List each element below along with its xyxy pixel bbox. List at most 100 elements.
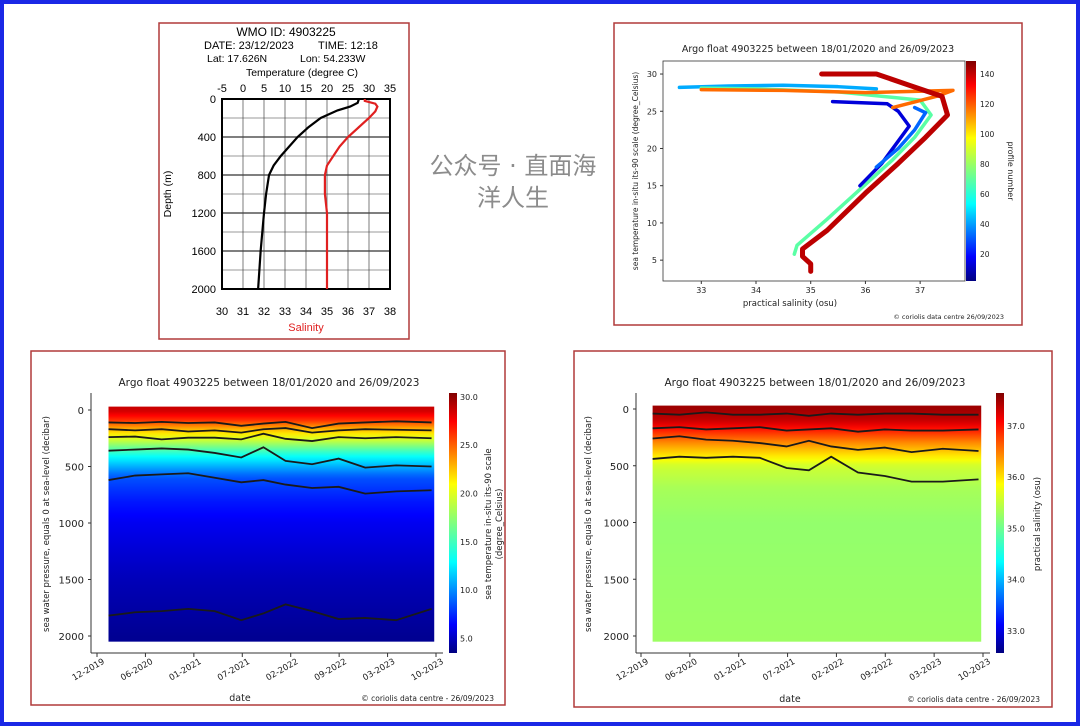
y-tick-label: 20	[647, 144, 657, 153]
contour-line-5	[108, 603, 432, 622]
y-tick-label: 10	[647, 219, 657, 228]
colorbar-tick-label: 34.0	[1007, 576, 1025, 585]
ts-credit: © coriolis data centre 26/09/2023	[893, 313, 1004, 321]
salinity-tick-label: 34	[300, 306, 312, 318]
contour-line-37.2	[652, 411, 979, 417]
x-tick-label: 33	[696, 286, 706, 295]
panel-frame	[158, 22, 410, 340]
plot-frame	[662, 60, 966, 282]
salinity-tick-label: 30	[216, 306, 228, 318]
salinity-tick-label: 37	[363, 306, 375, 318]
colorbar-tick-label: 33.0	[1007, 627, 1025, 636]
y-tick-label: 5	[652, 256, 657, 265]
y-tick-label: 500	[610, 462, 629, 473]
depth-tick-label: 2000	[192, 284, 216, 296]
contour-line-36.3	[652, 435, 979, 454]
y-tick-label: 2000	[59, 632, 84, 643]
temperature-section-panel: Argo float 4903225 between 18/01/2020 an…	[30, 350, 506, 706]
heatmap-field	[108, 406, 435, 642]
temp-tick-label: 10	[279, 83, 291, 95]
y-tick-label: 1500	[59, 576, 84, 587]
colorbar-tick-label: 36.0	[1007, 473, 1025, 482]
colorbar-tick-label: 80	[980, 160, 990, 169]
temp-colorbar-label: sea temperature in-situ its-90 scale	[484, 448, 494, 599]
temp-tick-label: 30	[363, 83, 375, 95]
salinity-profile-line	[323, 99, 379, 289]
salinity-section-panel: Argo float 4903225 between 18/01/2020 an…	[573, 350, 1053, 708]
salinity-tick-label: 35	[321, 306, 333, 318]
ts-colorbar-label: profile number	[1006, 141, 1015, 201]
y-tick-label: 500	[65, 463, 84, 474]
profile-panel: WMO ID: 4903225 DATE: 23/12/2023 TIME: 1…	[158, 22, 410, 340]
profile-title: WMO ID: 4903225	[236, 25, 336, 39]
colorbar-tick-label: 15.0	[460, 538, 478, 547]
profile-115-points	[699, 87, 955, 110]
temp-tick-label: 5	[261, 83, 267, 95]
ts-xlabel: practical salinity (osu)	[743, 299, 837, 309]
depth-axis-label: Depth (m)	[162, 171, 174, 218]
temperature-axis-label: Temperature (degree C)	[246, 67, 358, 79]
contour-line-15	[108, 446, 432, 469]
contour-line-10	[108, 472, 432, 495]
colorbar-tick-label: 20.0	[460, 490, 478, 499]
profile-45-points	[677, 83, 879, 91]
depth-tick-label: 400	[198, 132, 216, 144]
temp-colorbar-units: (degree_Celsius)	[495, 489, 505, 560]
ts-ylabel: sea temperature in-situ its-90 scale (de…	[631, 72, 640, 270]
sal-section-xlabel: date	[779, 694, 801, 705]
y-tick-label: 2000	[604, 632, 629, 643]
ts-plot: 33 34 35 36 37 5 10 15 20 25 30 20 40 60 80 100 120 140	[647, 60, 995, 295]
depth-tick-label: 1600	[192, 246, 216, 258]
temp-section-credit: © coriolis data centre - 26/09/2023	[361, 694, 494, 703]
temp-tick-label: 15	[300, 83, 312, 95]
y-tick-label: 0	[78, 406, 84, 417]
colorbar	[449, 393, 457, 653]
sal-section-ylabel: sea water pressure, equals 0 at sea-leve…	[584, 416, 594, 632]
profile-35-points	[874, 105, 928, 169]
sal-section-title: Argo float 4903225 between 18/01/2020 an…	[665, 377, 966, 389]
colorbar-tick-label: 37.0	[1007, 422, 1025, 431]
y-tick-label: 1500	[604, 575, 629, 586]
profile-140-points	[800, 71, 950, 274]
colorbar-tick-label: 5.0	[460, 635, 473, 644]
salinity-axis-label: Salinity	[288, 322, 324, 334]
salinity-tick-label: 33	[279, 306, 291, 318]
colorbar-tick-label: 20	[980, 250, 990, 259]
colorbar-tick-label: 30.0	[460, 393, 478, 402]
temp-tick-label: 0	[240, 83, 246, 95]
depth-tick-label: 800	[198, 170, 216, 182]
sal-colorbar-label: practical salinity (osu)	[1033, 477, 1043, 571]
heatmap-field	[652, 405, 982, 642]
colorbar-tick-label: 140	[980, 70, 995, 79]
ts-diagram-panel: Argo float 4903225 between 18/01/2020 an…	[613, 22, 1023, 326]
colorbar-tick-label: 120	[980, 100, 995, 109]
contour-line-20	[108, 432, 432, 442]
plot-frame	[221, 98, 391, 290]
sal-section-credit: © coriolis data centre - 26/09/2023	[907, 695, 1040, 704]
depth-tick-label: 1200	[192, 208, 216, 220]
temperature-profile-line	[257, 98, 360, 290]
contour-line-22	[108, 427, 432, 434]
profile-lon: Lon: 54.233W	[300, 53, 365, 65]
temp-section-xlabel: date	[229, 693, 251, 704]
colorbar-tick-label: 25.0	[460, 441, 478, 450]
y-tick-label: 1000	[59, 519, 84, 530]
colorbar-tick-label: 40	[980, 220, 990, 229]
x-tick-label: 35	[806, 286, 816, 295]
salinity-tick-label: 32	[258, 306, 270, 318]
colorbar-tick-label: 35.0	[1007, 524, 1025, 533]
temp-tick-label: -5	[217, 83, 227, 95]
ts-title: Argo float 4903225 between 18/01/2020 an…	[682, 44, 954, 55]
profile-date: DATE: 23/12/2023	[204, 40, 294, 52]
temp-section-title: Argo float 4903225 between 18/01/2020 an…	[119, 377, 420, 389]
temp-section-ylabel: sea water pressure, equals 0 at sea-leve…	[42, 416, 52, 632]
temp-tick-label: 35	[384, 83, 396, 95]
salinity-tick-label: 36	[342, 306, 354, 318]
y-tick-label: 1000	[604, 519, 629, 530]
colorbar-tick-label: 10.0	[460, 586, 478, 595]
